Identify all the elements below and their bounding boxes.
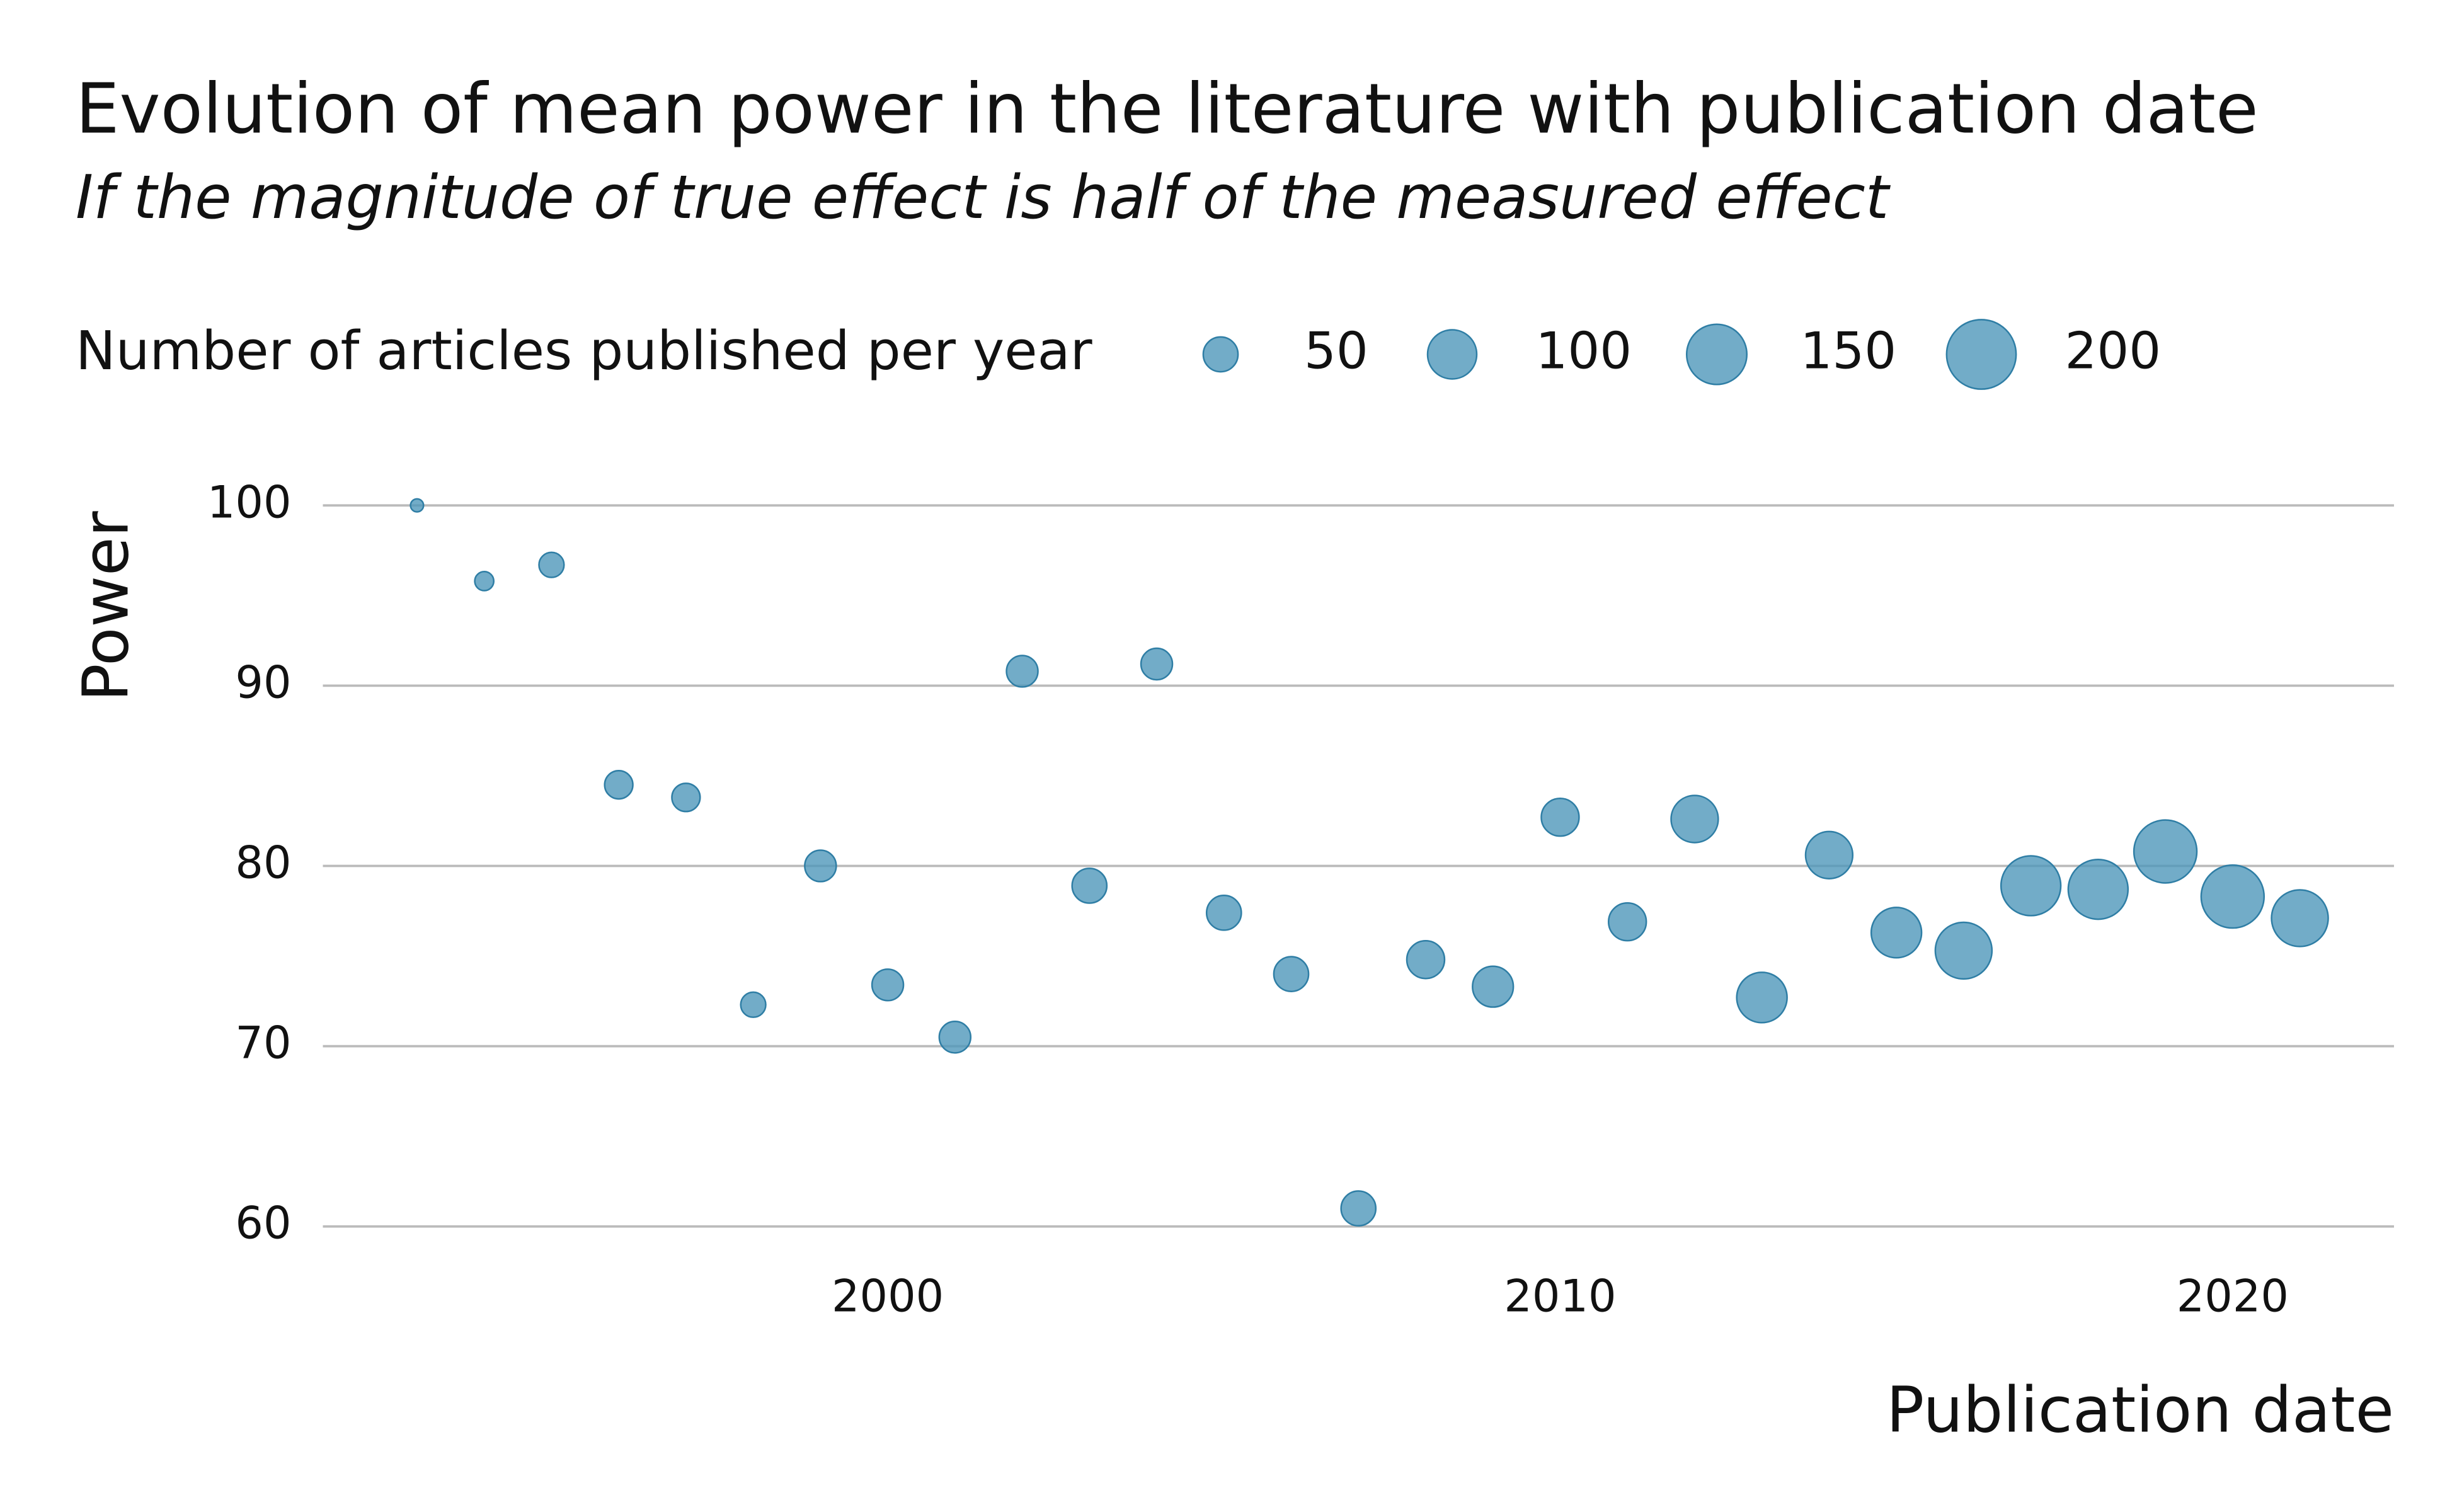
point	[804, 849, 837, 883]
legend-label: 50	[1304, 321, 1368, 380]
legend-symbol	[1945, 319, 2017, 390]
point	[2000, 855, 2062, 917]
point	[1340, 1190, 1377, 1227]
legend-symbol	[1685, 323, 1748, 386]
x-tick-label: 2020	[2177, 1271, 2289, 1322]
point	[604, 770, 634, 800]
point	[1670, 794, 1719, 844]
point	[740, 991, 767, 1018]
legend-label: 150	[1801, 321, 1897, 380]
legend-title: Number of articles published per year	[76, 320, 1092, 382]
point	[538, 551, 565, 578]
chart-title: Evolution of mean power in the literatur…	[76, 68, 2259, 149]
point	[474, 571, 495, 592]
point	[871, 968, 905, 1002]
point	[1472, 965, 1515, 1008]
point	[1870, 907, 1923, 959]
point	[1804, 830, 1854, 879]
point	[1205, 895, 1242, 931]
point	[1071, 868, 1108, 904]
point	[1934, 921, 1993, 980]
x-tick-label: 2010	[1504, 1271, 1616, 1322]
y-tick-label: 70	[235, 1017, 291, 1069]
point	[1406, 940, 1446, 980]
point	[1607, 902, 1647, 942]
y-axis-title: Power	[69, 510, 142, 701]
point	[410, 498, 425, 513]
legend-symbol	[1202, 336, 1239, 373]
point	[1540, 798, 1580, 837]
point	[1140, 647, 1174, 681]
point	[2200, 864, 2265, 929]
legend-symbol	[1426, 329, 1478, 380]
point	[1273, 956, 1310, 992]
point	[2271, 889, 2329, 948]
y-tick-label: 90	[235, 656, 291, 708]
point	[1005, 655, 1039, 688]
x-tick-label: 2000	[832, 1271, 944, 1322]
y-tick-label: 80	[235, 837, 291, 888]
point	[938, 1021, 972, 1054]
x-axis-title: Publication date	[1886, 1373, 2394, 1446]
point	[2067, 858, 2129, 920]
y-tick-label: 100	[207, 476, 292, 528]
legend-label: 200	[2065, 321, 2162, 380]
legend-label: 100	[1536, 321, 1632, 380]
chart-subtitle: If the magnitude of true effect is half …	[76, 163, 1891, 232]
point	[1736, 971, 1788, 1024]
point	[671, 782, 701, 813]
point	[2133, 819, 2198, 884]
y-tick-label: 60	[235, 1198, 291, 1249]
